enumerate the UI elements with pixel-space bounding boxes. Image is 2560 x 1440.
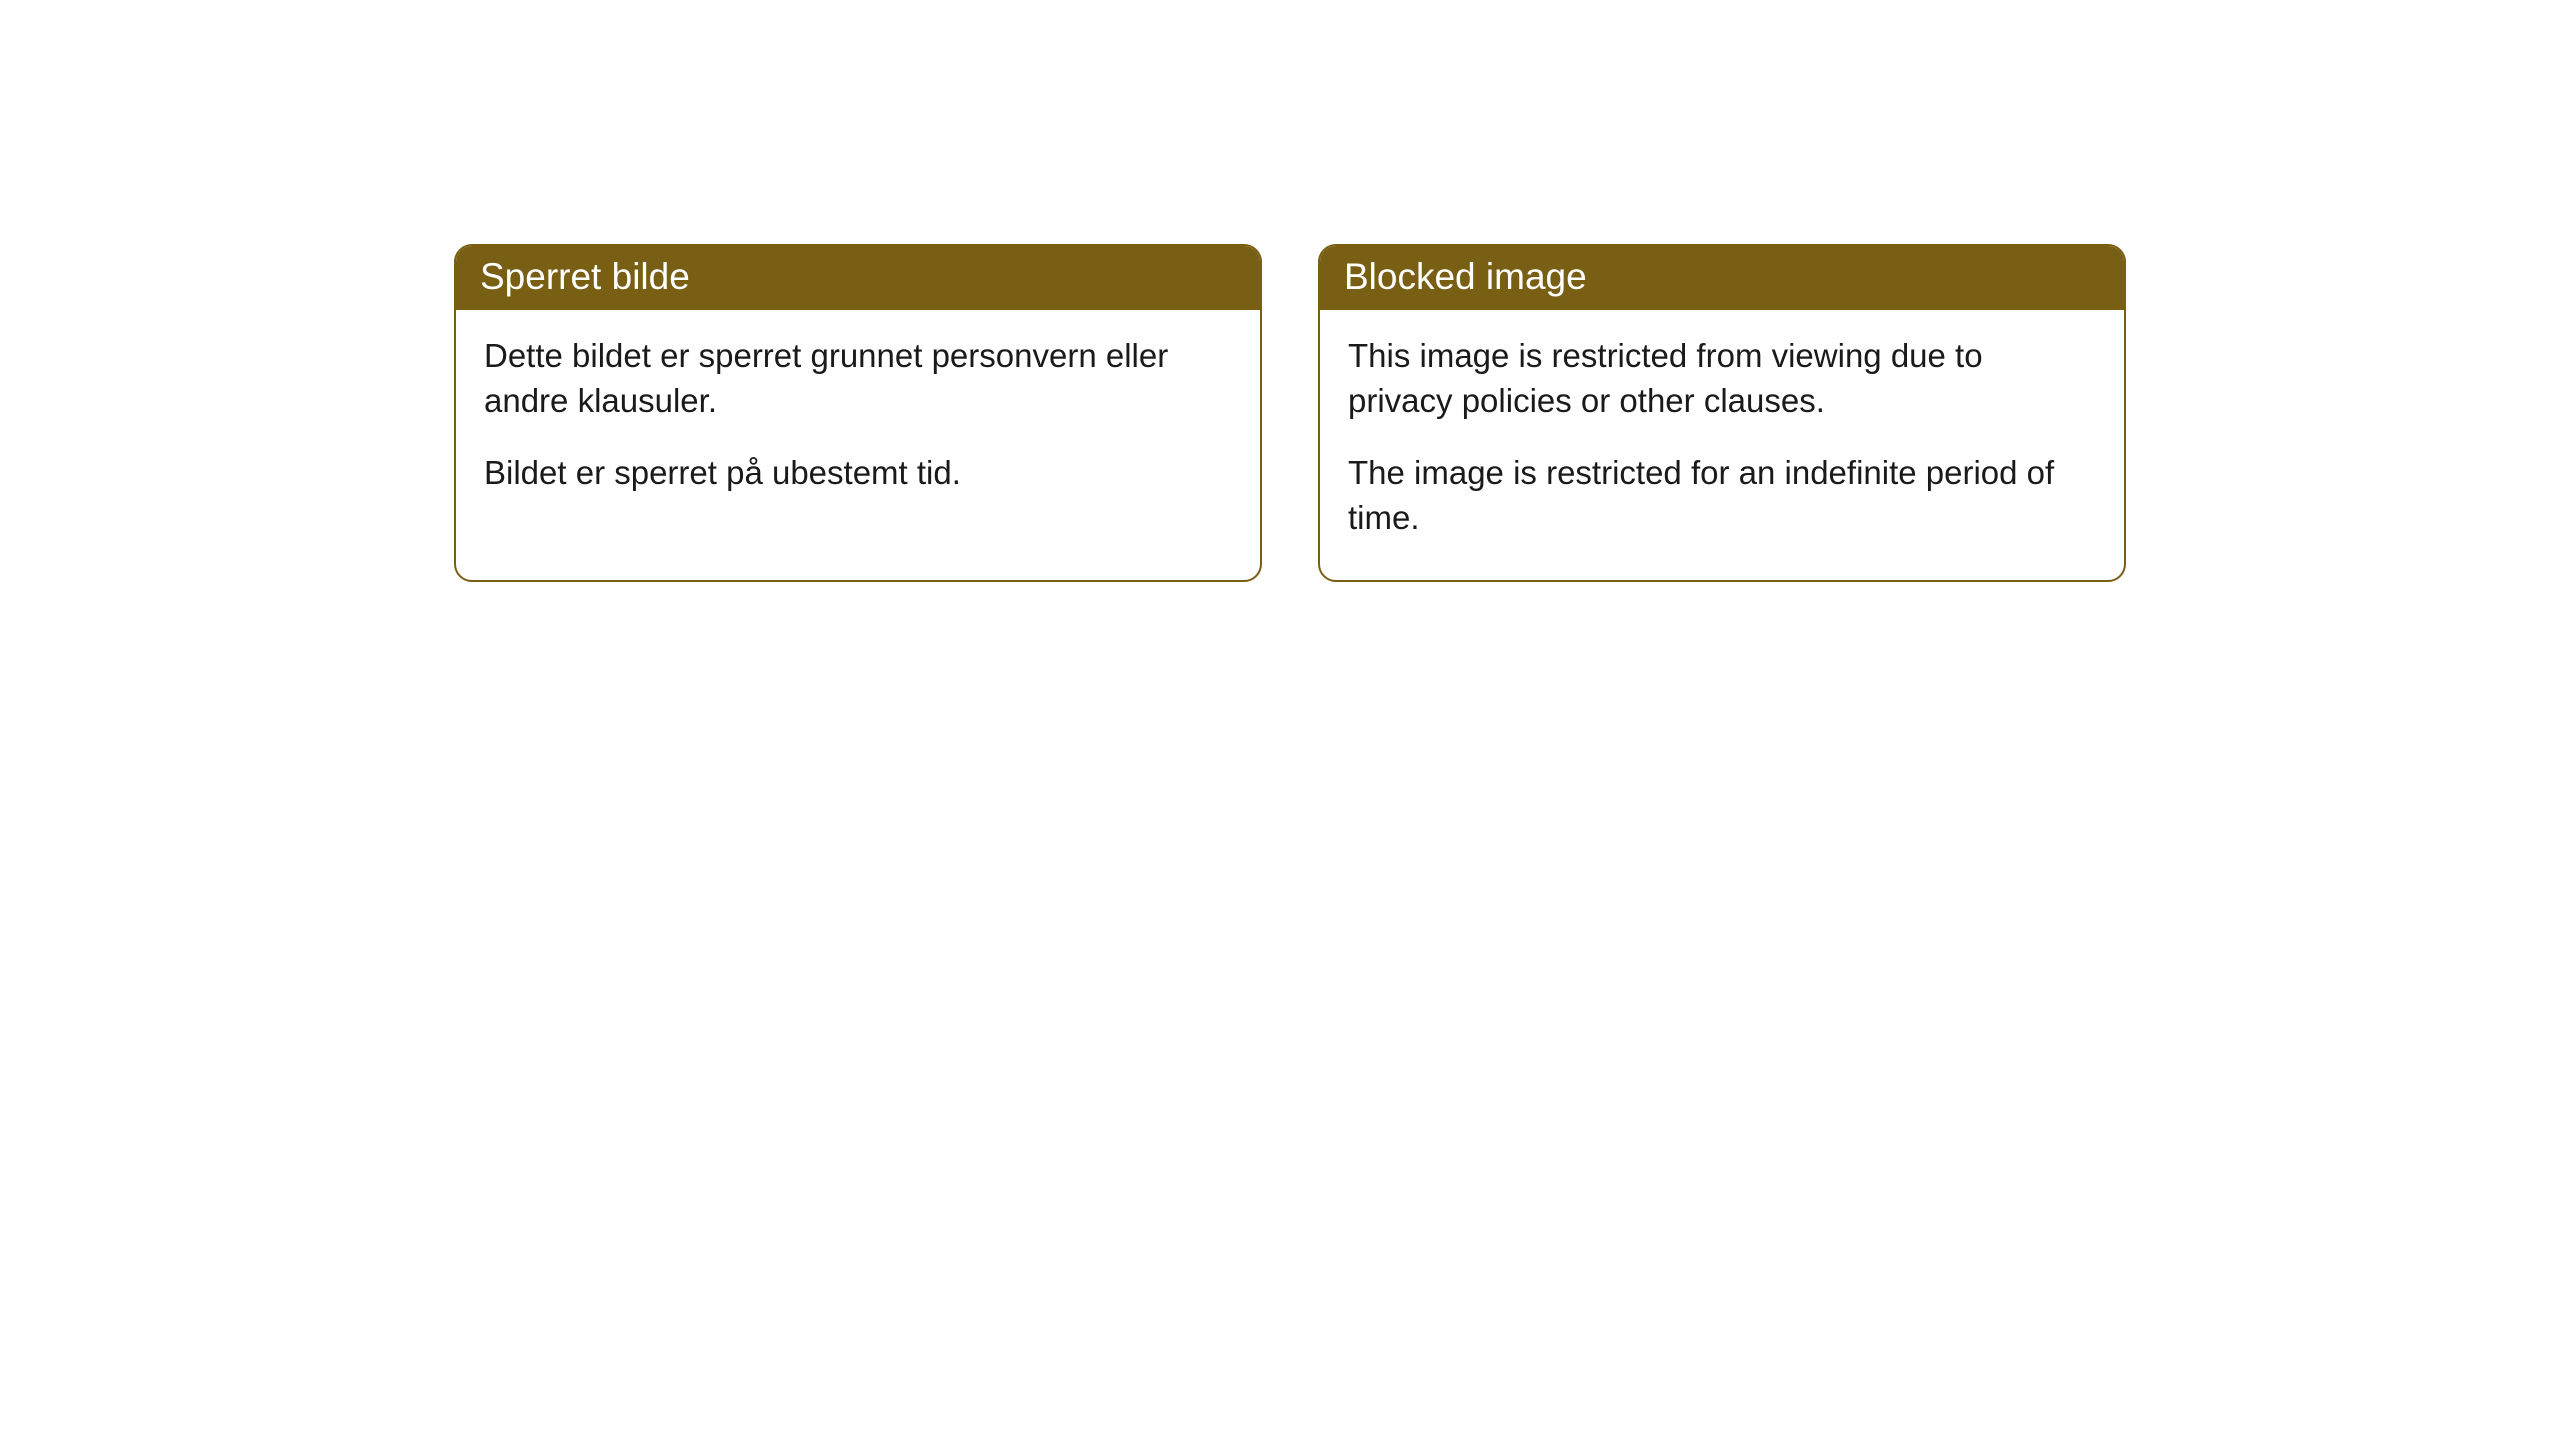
notice-cards-container: Sperret bilde Dette bildet er sperret gr… — [454, 244, 2126, 582]
notice-card-norwegian: Sperret bilde Dette bildet er sperret gr… — [454, 244, 1262, 582]
card-body: This image is restricted from viewing du… — [1320, 310, 2124, 580]
card-header: Sperret bilde — [456, 246, 1260, 310]
notice-card-english: Blocked image This image is restricted f… — [1318, 244, 2126, 582]
card-title: Sperret bilde — [480, 256, 690, 297]
card-paragraph: Dette bildet er sperret grunnet personve… — [484, 334, 1232, 423]
card-paragraph: The image is restricted for an indefinit… — [1348, 451, 2096, 540]
card-title: Blocked image — [1344, 256, 1587, 297]
card-paragraph: This image is restricted from viewing du… — [1348, 334, 2096, 423]
card-body: Dette bildet er sperret grunnet personve… — [456, 310, 1260, 536]
card-paragraph: Bildet er sperret på ubestemt tid. — [484, 451, 1232, 496]
card-header: Blocked image — [1320, 246, 2124, 310]
